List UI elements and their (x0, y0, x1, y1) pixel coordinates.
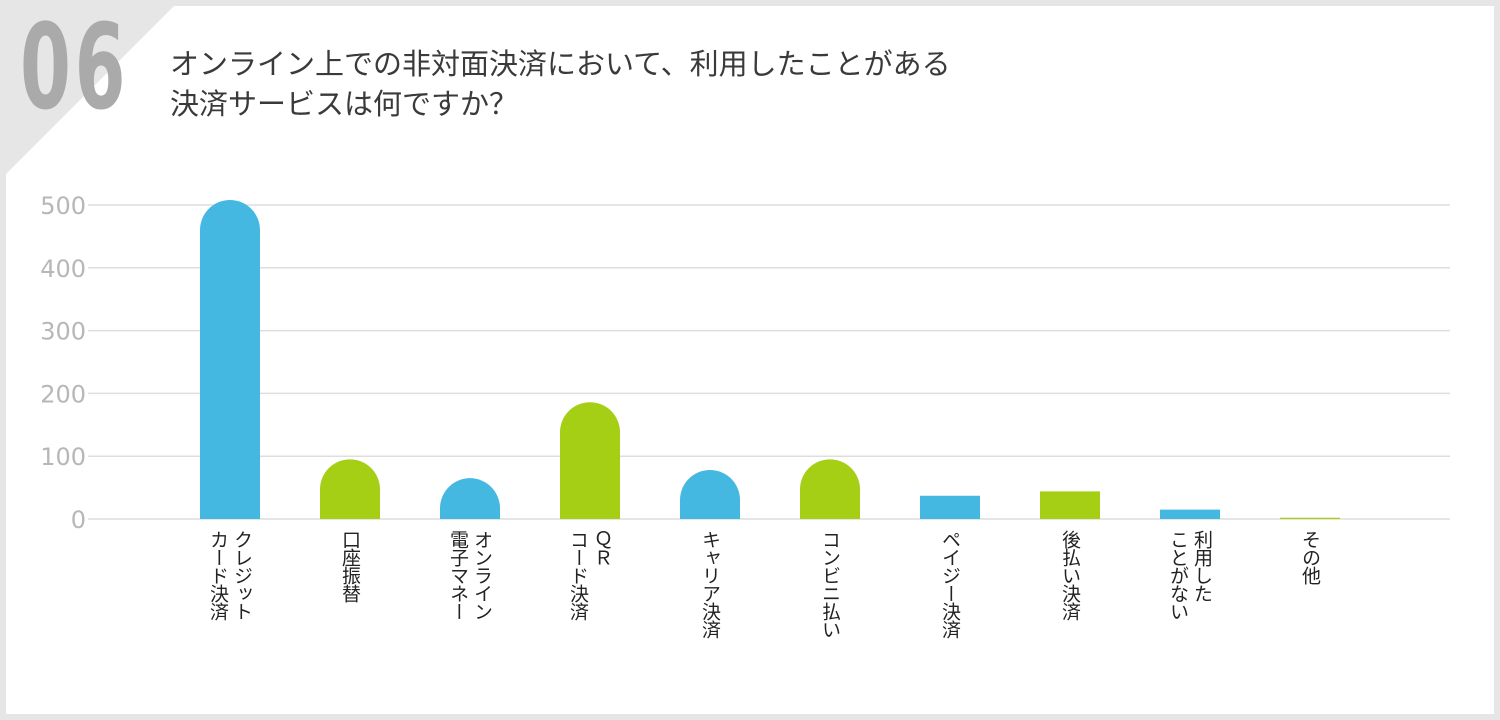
x-tick-label-line: 口座振替 (339, 530, 361, 602)
bar (1040, 491, 1100, 519)
chart-title-line-2: 決済サービスは何ですか？ (170, 87, 519, 121)
y-tick-label: 100 (40, 443, 86, 471)
x-tick-label: 口座振替 (338, 530, 362, 695)
y-tick-label: 0 (71, 506, 86, 534)
bar (1160, 509, 1220, 519)
bar (560, 402, 620, 519)
x-tick-label-line: 電子マネー (447, 530, 469, 620)
y-tick-label: 400 (40, 255, 86, 283)
chart-title-line-1: オンライン上での非対面決済において、利用したことがある (170, 47, 951, 81)
chart-title: オンライン上での非対面決済において、利用したことがある 決済サービスは何ですか？ (170, 44, 951, 124)
x-tick-label-line: オンライン (471, 530, 493, 620)
x-tick-label: ＱＲ コード決済 (566, 530, 614, 695)
y-tick-label: 300 (40, 318, 86, 346)
x-tick-label-line: ＱＲ (591, 530, 613, 566)
x-tick-label: コンビニ払い (818, 530, 842, 695)
x-tick-label-line: ペイジー決済 (939, 530, 961, 638)
bar (440, 478, 500, 519)
x-tick-label-line: ことがない (1167, 530, 1189, 620)
x-tick-label-line: キャリア決済 (699, 530, 721, 638)
x-tick-label-line: コード決済 (567, 530, 589, 620)
x-tick-label: ペイジー決済 (938, 530, 962, 695)
bar (680, 470, 740, 519)
bar (320, 459, 380, 519)
x-tick-label-line: 利用した (1191, 530, 1213, 602)
bar (920, 495, 980, 519)
x-tick-label-line: その他 (1299, 530, 1321, 584)
x-tick-label: その他 (1298, 530, 1322, 695)
x-tick-label: 後払い決済 (1058, 530, 1082, 695)
x-tick-label-line: コンビニ払い (819, 530, 841, 638)
x-tick-label: クレジット カード決済 (206, 530, 254, 695)
x-tick-label: 利用した ことがない (1166, 530, 1214, 695)
bar (200, 199, 260, 519)
y-tick-label: 500 (40, 192, 86, 220)
x-tick-label-line: 後払い決済 (1059, 530, 1081, 620)
bar (1280, 517, 1340, 519)
x-tick-label-line: カード決済 (207, 530, 229, 620)
x-tick-label: オンライン 電子マネー (446, 530, 494, 695)
question-number: 06 (20, 6, 130, 136)
x-tick-label: キャリア決済 (698, 530, 722, 695)
x-tick-label-line: クレジット (231, 530, 253, 620)
y-tick-label: 200 (40, 380, 86, 408)
bar (800, 459, 860, 519)
